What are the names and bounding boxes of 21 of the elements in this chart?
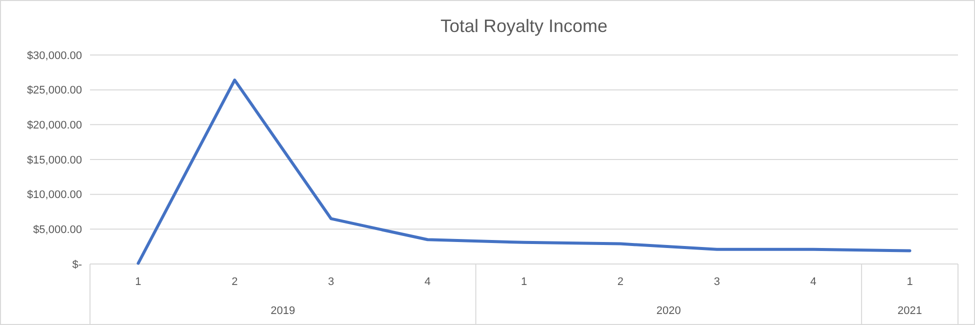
y-tick-label: $5,000.00 (33, 224, 82, 236)
chart-title: Total Royalty Income (440, 16, 608, 36)
x-tick-label: 4 (810, 276, 816, 288)
x-tick-label: 2 (232, 276, 238, 288)
text: 2020 (656, 305, 681, 317)
x-tick-label: 1 (135, 276, 142, 288)
x-tick-label: 3 (328, 276, 334, 288)
y-tick-label: $- (72, 258, 82, 271)
line-series (136, 78, 912, 265)
y-tick-label: $25,000.00 (26, 84, 82, 97)
y-tick-label: $30,000.00 (26, 50, 82, 62)
text: 2021 (898, 305, 922, 317)
y-tick-label: $10,000.00 (26, 189, 82, 202)
x-tick-label: 1 (906, 276, 913, 288)
x-tick-label: 2 (617, 276, 624, 288)
y-tick-label: $15,000.00 (26, 154, 82, 166)
x-tick-label: 4 (424, 276, 431, 288)
x-tick-label: 1 (520, 276, 528, 288)
text: 2019 (270, 305, 296, 317)
y-tick-label: $20,000.00 (26, 120, 82, 132)
x-tick-label: 3 (714, 276, 720, 288)
